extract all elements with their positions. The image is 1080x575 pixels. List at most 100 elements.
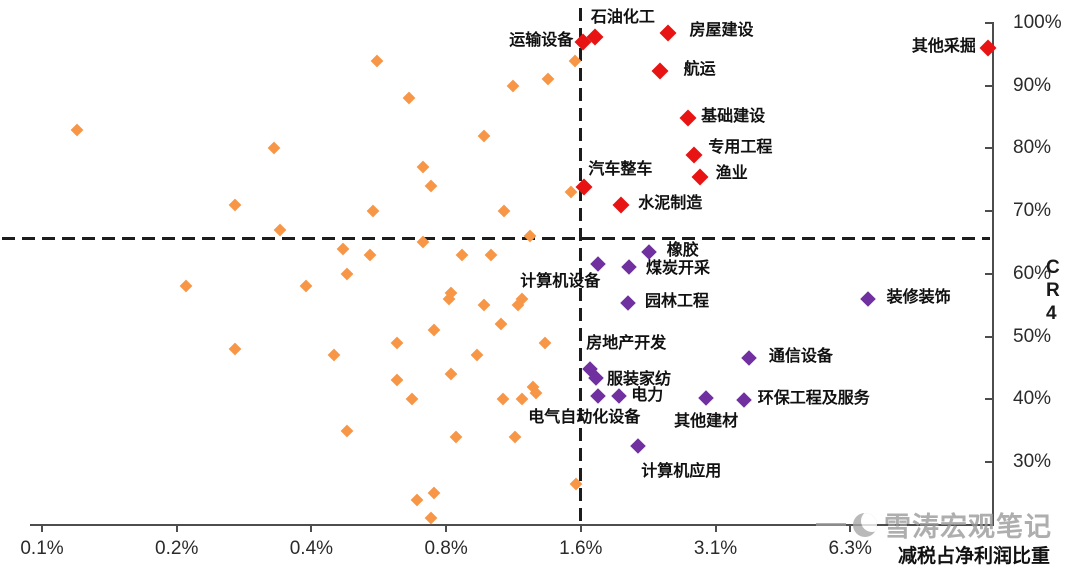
data-point	[416, 160, 430, 174]
data-point	[541, 73, 555, 86]
data-point-装修装饰	[859, 291, 876, 307]
y-axis-title-char: R	[1046, 279, 1060, 301]
x-axis-title: 减税占净利润比重	[898, 546, 1051, 567]
y-tick-mark	[985, 460, 993, 463]
data-point	[538, 336, 552, 350]
data-point-计算机应用	[630, 438, 646, 454]
data-point	[515, 392, 528, 406]
data-point-计算机设备	[590, 255, 606, 272]
data-point	[71, 123, 84, 136]
data-point	[327, 348, 341, 362]
point-label: 石油化工	[590, 8, 655, 26]
y-tick-mark	[985, 147, 993, 150]
data-point-其他建材	[698, 390, 714, 406]
point-label: 运输设备	[509, 31, 574, 49]
y-tick-mark	[985, 84, 993, 87]
data-point	[427, 486, 440, 500]
point-label: 汽车整车	[588, 160, 653, 178]
x-tick-mark	[175, 524, 178, 532]
data-point-环保工程及服务	[735, 392, 752, 409]
data-point	[427, 323, 440, 337]
point-label: 房地产开发	[586, 335, 667, 353]
data-point-煤炭开采	[621, 259, 637, 275]
point-label: 计算机应用	[641, 463, 722, 481]
y-tick-mark	[985, 272, 993, 275]
data-point-电力	[611, 388, 628, 404]
data-point	[405, 392, 418, 406]
point-label: 渔业	[715, 164, 748, 182]
x-tick-label: 3.1%	[693, 538, 738, 559]
data-point	[456, 248, 469, 262]
data-point	[390, 374, 403, 387]
data-point	[494, 317, 508, 331]
point-label: 水泥制造	[638, 194, 703, 212]
x-tick-mark	[310, 524, 313, 532]
point-label: 装修装饰	[886, 288, 951, 306]
watermark-text: 雪涛宏观笔记	[884, 512, 1052, 542]
data-point	[267, 142, 281, 155]
x-tick-label: 1.6%	[559, 538, 603, 559]
data-point	[370, 54, 384, 67]
x-tick-mark	[714, 524, 717, 532]
point-label: 其他建材	[674, 412, 739, 430]
x-tick-label: 0.4%	[289, 538, 334, 559]
data-point-基础建设	[679, 109, 697, 127]
data-point-专用工程	[685, 146, 703, 164]
data-point	[390, 336, 403, 350]
y-tick-label: 80%	[1013, 137, 1052, 159]
data-point	[449, 430, 462, 444]
data-point	[471, 348, 484, 362]
y-tick-label: 90%	[1013, 74, 1052, 96]
data-point	[300, 279, 313, 293]
data-point-通信设备	[741, 350, 757, 367]
data-point	[444, 367, 458, 381]
data-point	[564, 185, 578, 199]
point-label: 基础建设	[701, 107, 766, 125]
data-point-水泥制造	[612, 196, 630, 214]
y-tick-label: 40%	[1013, 388, 1052, 410]
data-point	[228, 198, 242, 212]
x-tick-label: 6.3%	[828, 538, 872, 559]
y-axis-line	[992, 22, 994, 526]
data-point-园林工程	[620, 294, 636, 311]
data-point-电气自动化设备	[590, 388, 606, 404]
point-label: 煤炭开采	[645, 259, 710, 277]
data-point-房屋建设	[659, 24, 677, 42]
data-point	[228, 342, 242, 356]
point-label: 航运	[683, 61, 716, 79]
watermark: 雪涛宏观笔记	[816, 505, 1052, 544]
data-point	[363, 248, 377, 262]
data-point	[424, 179, 438, 193]
crescent-moon-icon	[853, 512, 877, 537]
y-tick-label: 60%	[1013, 262, 1052, 284]
data-point-橡胶	[640, 244, 657, 261]
y-tick-mark	[985, 22, 993, 24]
y-tick-label: 100%	[1013, 12, 1062, 33]
x-axis-line	[30, 524, 993, 526]
data-point	[424, 511, 438, 525]
data-point	[498, 204, 511, 218]
data-point	[340, 267, 354, 281]
vertical-reference-dashed-line	[579, 8, 582, 525]
data-point-渔业	[691, 168, 709, 186]
x-tick-mark	[445, 524, 448, 532]
point-label: 电气自动化设备	[528, 409, 641, 427]
data-point	[496, 392, 509, 406]
data-point	[477, 298, 490, 312]
data-point	[336, 242, 350, 256]
y-axis-title-char: 4	[1046, 302, 1057, 324]
y-tick-label: 70%	[1013, 200, 1052, 222]
y-tick-label: 50%	[1013, 325, 1052, 347]
data-point	[508, 430, 522, 444]
point-label: 专用工程	[708, 138, 773, 156]
point-label: 橡胶	[666, 242, 699, 260]
x-tick-label: 0.1%	[20, 538, 64, 559]
point-label: 其他采掘	[911, 38, 976, 56]
point-label: 通信设备	[768, 348, 833, 366]
data-point	[410, 493, 424, 506]
point-label: 电力	[631, 387, 664, 405]
data-point	[340, 424, 354, 437]
data-point	[402, 91, 416, 105]
